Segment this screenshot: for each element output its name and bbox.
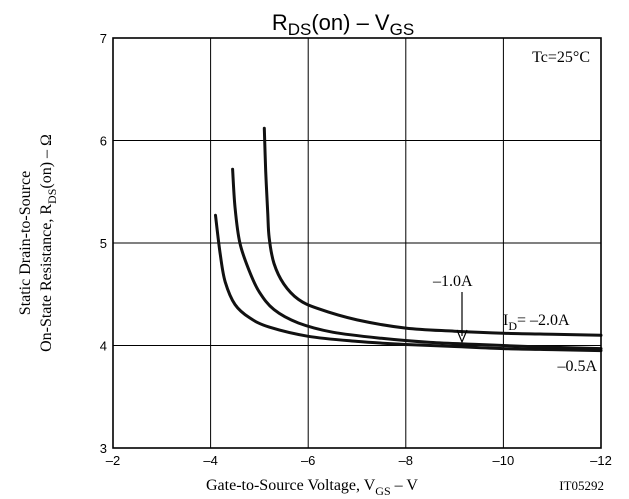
grid-lines (113, 38, 601, 448)
x-tick-label: –2 (106, 453, 120, 468)
x-tick-label: –8 (399, 453, 413, 468)
series-line-0 (214, 213, 603, 353)
plot-frame (112, 37, 602, 449)
label-id-2-0A: ID= –2.0A (503, 312, 570, 333)
x-tick-labels: –2 –4 –6 –8 –10 –12 (106, 453, 612, 468)
y-tick-label: 7 (100, 31, 107, 46)
y-axis-label-line1: Static Drain-to-Source (17, 171, 34, 315)
condition-background (505, 44, 597, 66)
x-tick-label: –6 (301, 453, 315, 468)
x-tick-label: –12 (590, 453, 612, 468)
arrow-1-0A-head (456, 329, 468, 344)
curves (214, 126, 603, 353)
y-tick-labels: 3 4 5 6 7 (100, 31, 107, 456)
label-1-0A: –1.0A (432, 273, 473, 290)
y-tick-label: 3 (100, 441, 107, 456)
label-0-5A: –0.5A (556, 358, 597, 375)
series-line-2 (262, 126, 603, 337)
y-tick-label: 5 (100, 236, 107, 251)
condition-label: Tc=25°C (532, 49, 590, 66)
x-tick-label: –4 (203, 453, 217, 468)
series-line-1 (231, 167, 603, 351)
x-tick-label: –10 (493, 453, 515, 468)
x-axis-label: Gate-to-Source Voltage, VGS – V (206, 477, 418, 498)
figure-code: IT05292 (559, 478, 604, 493)
y-axis-label-line2: On-State Resistance, RDS(on) – Ω (38, 134, 59, 352)
chart-title: RDS(on) – VGS (272, 10, 414, 39)
y-tick-label: 6 (100, 134, 107, 149)
y-tick-label: 4 (100, 339, 107, 354)
